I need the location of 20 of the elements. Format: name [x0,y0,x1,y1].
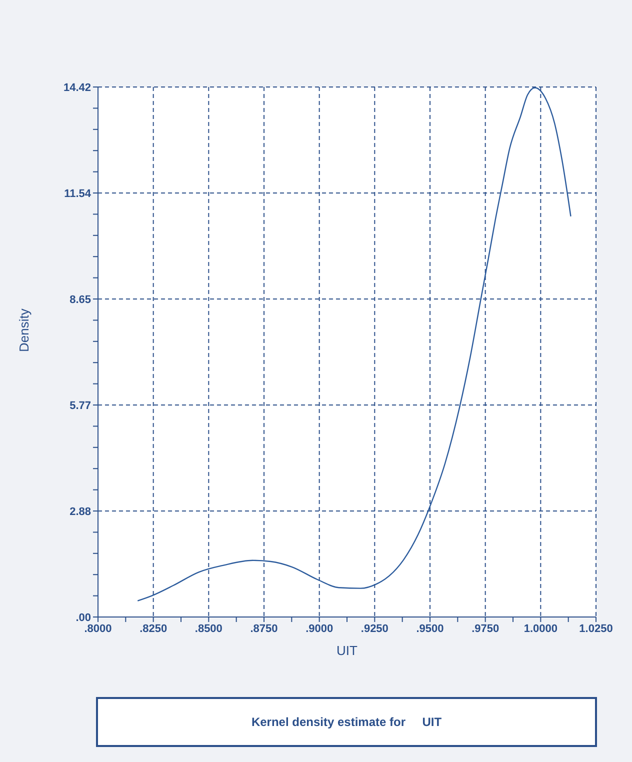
x-tick-label: .8250 [140,622,168,635]
x-tick-label: .8000 [84,622,112,635]
x-axis-title: UIT [336,643,358,658]
x-tick-label: .9000 [306,622,334,635]
y-tick-label: 2.88 [70,506,91,518]
x-tick-label: .9750 [472,622,500,635]
y-tick-label: 5.77 [70,400,91,412]
x-tick-label: .9500 [416,622,444,635]
y-tick-label: 14.42 [63,82,91,94]
y-tick-label: .00 [76,612,91,624]
x-tick-label: .8500 [194,622,222,635]
y-tick-label: 11.54 [64,188,92,200]
x-tick-label: .9250 [360,622,388,635]
x-tick-label: 1.0000 [524,622,558,635]
text: Kernel density estimate for UIT [251,715,442,729]
x-tick-label: 1.0250 [579,622,613,635]
x-tick-label: .8750 [250,622,278,635]
line-series [137,87,572,602]
y-tick-label: 8.65 [70,294,91,306]
y-axis-title: Density [16,308,32,352]
